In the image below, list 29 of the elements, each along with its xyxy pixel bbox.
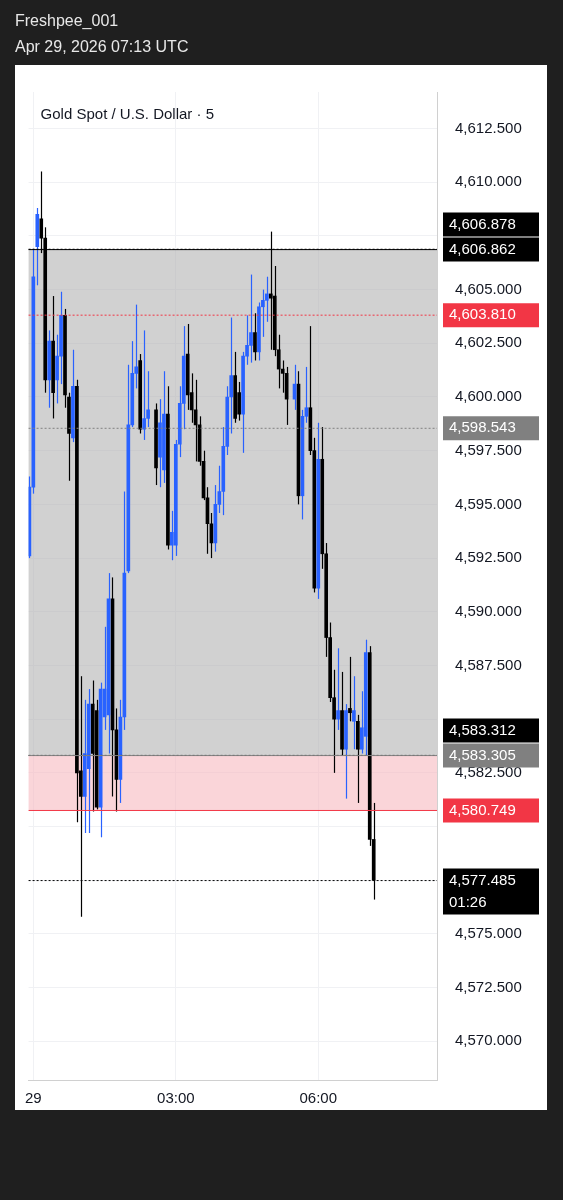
y-tick-label: 4,595.000 xyxy=(455,494,522,512)
x-tick-label: 29 xyxy=(25,1089,42,1107)
y-tick-label: 4,570.000 xyxy=(455,1031,522,1049)
ref-line-label: 4,606.862 xyxy=(449,239,516,257)
ref-line-label: 4,583.312 xyxy=(449,720,516,738)
y-tick-label: 4,572.500 xyxy=(455,977,522,995)
y-tick-label: 4,612.500 xyxy=(455,118,522,136)
text: Apr 29, 2026 07:13 UTC xyxy=(15,37,189,57)
y-tick-label: 4,600.000 xyxy=(455,387,522,405)
y-tick-label: 4,587.500 xyxy=(455,655,522,673)
ref-line-label: 4,606.878 xyxy=(449,214,516,232)
y-tick-label: 4,605.000 xyxy=(455,279,522,297)
text: Gold Spot / U.S. Dollar · 5 xyxy=(40,105,214,123)
y-tick-label: 4,592.500 xyxy=(455,548,522,566)
ref-line-label: 4,577.485 xyxy=(449,870,516,888)
text: Freshpee_001 xyxy=(15,11,120,31)
y-tick-label: 4,602.500 xyxy=(455,333,522,351)
ref-line-label: 4,598.543 xyxy=(449,418,516,436)
ref-line-label: 4,603.810 xyxy=(449,305,516,323)
y-tick-label: 4,582.500 xyxy=(455,763,522,780)
y-tick-label: 4,575.000 xyxy=(455,924,522,942)
y-tick-label: 4,610.000 xyxy=(455,172,522,190)
y-tick-label: 4,597.500 xyxy=(455,440,522,458)
ref-line-label: 4,580.749 xyxy=(449,800,516,818)
x-tick-label: 06:00 xyxy=(299,1089,338,1107)
ref-line-label: 4,583.305 xyxy=(449,745,516,763)
text: 01:26 xyxy=(449,892,487,910)
x-tick-label: 03:00 xyxy=(157,1089,195,1107)
y-tick-label: 4,590.000 xyxy=(455,601,522,619)
